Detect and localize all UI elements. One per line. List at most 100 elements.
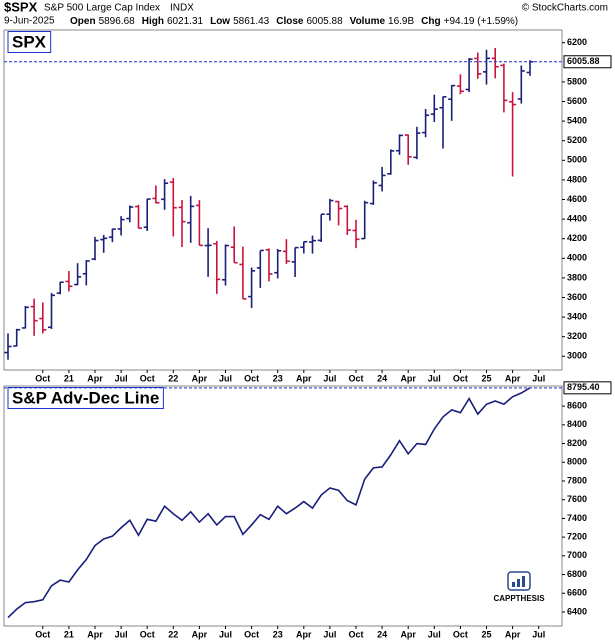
ohlc-bar [509,92,517,177]
x-tick-label: Apr [87,373,103,383]
logo-icon [517,579,520,587]
quote-value: 5861.43 [233,16,270,27]
ohlc-bar [178,200,186,248]
last-value-label: 8795.40 [567,382,600,392]
ohlc-bar [396,134,403,155]
ohlc-bar [326,198,334,221]
ohlc-bar [491,47,499,79]
ohlc-bar [448,84,456,121]
last-value-box [563,381,612,395]
ohlc-bar [30,298,38,336]
x-tick-label: 23 [273,629,283,639]
ohlc-bar [352,219,360,249]
ohlc-bar [4,333,12,360]
last-value-label: 6005.88 [567,56,600,66]
ohlc-bar [108,228,116,243]
x-tick-label: Apr [400,629,416,639]
y-tick-label: 7800 [567,475,587,485]
ohlc-bar [204,228,212,277]
ohlc-bar [65,271,73,292]
brand-logo: CAPPTHESIS [493,571,545,603]
x-tick-label: Apr [296,373,312,383]
x-tick-label: 25 [481,629,491,639]
y-tick-label: 6400 [567,606,587,616]
ohlc-bar [187,195,195,243]
x-tick-label: 24 [377,629,387,639]
x-tick-label: 21 [64,373,74,383]
x-tick-label: Jul [115,373,128,383]
x-tick-label: Oct [244,629,259,639]
ohlc-bar [21,305,29,329]
ohlc-bar [56,281,64,295]
y-tick-label: 5800 [567,76,587,86]
x-tick-label: Apr [87,629,103,639]
x-tick-label: 23 [273,373,283,383]
ohlc-bar [161,179,169,210]
line-series [7,387,531,619]
ohlc-bar [239,246,247,300]
ohlc-bar [213,240,221,294]
ohlc-bar [117,216,125,236]
x-tick-label: 22 [168,373,178,383]
x-tick-label: Jul [532,373,545,383]
y-tick-label: 7400 [567,513,587,523]
ohlc-bar [13,328,21,347]
ohlc-bar [74,263,82,286]
ohlc-bar [430,94,438,123]
ohlc-bar [126,205,134,223]
ohlc-bar [474,52,482,79]
x-tick-label: Oct [35,373,50,383]
index-name: S&P 500 Large Cap Index [44,3,160,14]
ohlc-bar [48,292,55,329]
ohlc-bar [517,65,525,104]
source: © StockCharts.com [522,3,608,14]
y-tick-label: 4600 [567,194,587,204]
x-tick-label: Jul [219,629,232,639]
y-tick-label: 6200 [567,37,587,47]
y-tick-label: 4000 [567,253,587,263]
x-tick-label: Oct [348,373,363,383]
ohlc-bar [82,260,90,286]
y-tick-label: 5200 [567,135,587,145]
ohlc-bar [274,249,282,279]
quote-label: Close [276,16,304,27]
x-tick-label: Apr [296,629,312,639]
symbol: $SPX [4,0,38,14]
logo-icon [522,576,525,587]
ohlc-bar [282,239,290,264]
quote-value: 6021.31 [167,16,204,27]
ohlc-bar [378,166,386,192]
x-tick-label: Oct [453,629,468,639]
quote-label: Chg [421,16,440,27]
x-tick-label: Oct [140,629,155,639]
quote-value: +94.19 (+1.59%) [444,16,519,27]
x-tick-label: Apr [505,629,521,639]
x-tick-label: Oct [140,373,155,383]
ohlc-bar [39,302,47,334]
y-tick-label: 3600 [567,292,587,302]
x-tick-label: Apr [192,629,208,639]
ohlc-bar [300,240,308,254]
ohlc-bar [465,58,473,93]
last-value-box [563,55,612,69]
y-tick-label: 8400 [567,419,587,429]
ohlc-bar [169,178,177,237]
ohlc-bar [100,234,108,253]
x-tick-label: Apr [505,373,521,383]
ohlc-bar [195,200,203,247]
ohlc-bar [265,248,273,282]
panel-frame [3,385,563,627]
ohlc-bar [222,244,229,286]
y-tick-label: 7200 [567,531,587,541]
y-tick-label: 5600 [567,96,587,106]
panel-label: S&P Adv-Dec Line [12,388,159,407]
y-tick-label: 8200 [567,438,587,448]
quote-line: Open 5896.68 High 6021.31 Low 5861.43 Close 600… [70,16,518,27]
quote-label: High [142,16,164,27]
y-tick-label: 8000 [567,457,587,467]
x-tick-label: Apr [192,373,208,383]
x-tick-label: 21 [64,629,74,639]
panel-frame [3,29,563,371]
ohlc-bar [387,149,395,175]
